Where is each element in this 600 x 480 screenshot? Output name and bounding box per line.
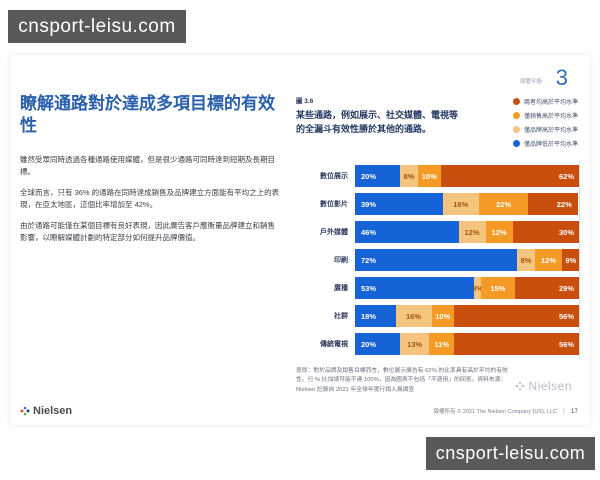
legend-item: 僅銷售高於平均水準 — [512, 111, 578, 120]
watermark-text: cnsport-leisu.com — [435, 443, 586, 463]
bar-segment: 62% — [440, 165, 580, 187]
bar-segment: 20% — [355, 333, 400, 355]
bar-segment: 72% — [355, 249, 517, 271]
bar-segment: 16% — [395, 305, 432, 327]
body-paragraph-2: 全球而言，只有 36% 的通路在同時達成銷售及品牌建立方面能有平均之上的表現，在… — [20, 187, 280, 209]
chapter-number: 3 — [555, 65, 568, 90]
category-label: 印刷 — [334, 257, 348, 264]
bar-segment: 16% — [442, 193, 479, 215]
page-number: 17 — [570, 407, 578, 415]
stacked-bar: 72% 8% 12% 9% — [355, 249, 580, 271]
category-label: 數位影片 — [320, 201, 348, 208]
stacked-bar: 53% 3% 15% 29% — [355, 277, 580, 299]
stacked-bar: 46% 12% 12% 30% — [355, 221, 580, 243]
stacked-bar-chart: 數位展示 20% 8% 10% 62% 數位影片 39% 16% 22% 22% 戶外媒體 46% 12… — [296, 161, 580, 361]
bar-segment: 10% — [418, 165, 441, 187]
bar-segment: 15% — [481, 277, 515, 299]
legend-color-dot-icon — [512, 112, 520, 119]
legend-item: 僅品牌低於平均水準 — [512, 139, 578, 148]
page-footer: 版權所有 © 2021 The Nielsen Company (US), LL… — [433, 407, 578, 416]
legend-label: 兩者均高於平均水準 — [523, 100, 578, 106]
left-column: 瞭解通路對於達成多項目標的有效性 雖然受眾同時透過各種通路使用媒體，但是很少通路… — [20, 93, 282, 253]
bar-segment: 22% — [528, 193, 578, 215]
chart-row: 數位影片 39% 16% 22% 22% — [296, 193, 580, 215]
chart-row: 社群 18% 16% 10% 56% — [296, 305, 580, 327]
bar-segment: 18% — [355, 305, 396, 327]
category-label: 廣播 — [334, 285, 348, 292]
bar-segment: 20% — [355, 165, 400, 187]
legend-item: 兩者均高於平均水準 — [512, 97, 578, 106]
bar-segment: 9% — [562, 249, 580, 271]
stacked-bar: 39% 16% 22% 22% — [355, 193, 580, 215]
stacked-bar: 20% 8% 10% 62% — [355, 165, 580, 187]
legend-color-dot-icon — [512, 98, 520, 105]
stacked-bar: 18% 16% 10% 56% — [355, 305, 580, 327]
footer-separator: | — [562, 407, 565, 415]
figure-3-6: 圖 3.6 某些通路，例如展示、社交媒體、電視等的全漏斗有效性勝於其他的通路。 … — [296, 95, 580, 393]
chart-brand-text: Nielsen — [528, 379, 572, 393]
nielsen-logo-text: Nielsen — [33, 405, 73, 417]
category-label: 社群 — [334, 313, 348, 320]
bar-segment: 12% — [458, 221, 486, 243]
chart-row: 傳統電視 20% 13% 11% 56% — [296, 333, 580, 355]
watermark-bottom-right: cnsport-leisu.com — [426, 437, 595, 470]
report-page: 媒體平衡 3 瞭解通路對於達成多項目標的有效性 雖然受眾同時透過各種通路使用媒體… — [10, 55, 590, 425]
legend-color-dot-icon — [512, 140, 520, 147]
bar-segment: 12% — [535, 249, 562, 271]
chart-row: 印刷 72% 8% 12% 9% — [296, 249, 580, 271]
legend-color-dot-icon — [512, 126, 520, 133]
chart-row: 廣播 53% 3% 15% 29% — [296, 277, 580, 299]
page-title: 瞭解通路對於達成多項目標的有效性 — [20, 94, 275, 136]
chart-legend: 兩者均高於平均水準 僅銷售高於平均水準 僅品牌高於平均水準 僅品牌低於平均水準 — [512, 97, 578, 148]
chart-row: 戶外媒體 46% 12% 12% 30% — [296, 221, 580, 243]
watermark-text: cnsport-leisu.com — [18, 15, 176, 37]
bar-segment: 22% — [478, 193, 529, 215]
category-label: 傳統電視 — [320, 341, 348, 348]
legend-label: 僅品牌高於平均水準 — [523, 128, 578, 134]
bar-segment: 53% — [355, 277, 475, 299]
chart-row: 數位展示 20% 8% 10% 62% — [296, 165, 580, 187]
nielsen-logo: Nielsen — [20, 405, 72, 417]
bar-segment: 8% — [400, 165, 418, 187]
bar-segment: 8% — [517, 249, 535, 271]
figure-label: 圖 3.6 — [296, 98, 314, 105]
bar-segment: 10% — [431, 305, 454, 327]
bar-segment: 12% — [485, 221, 513, 243]
stacked-bar: 20% 13% 11% 56% — [355, 333, 580, 355]
nielsen-spark-icon — [20, 406, 30, 416]
body-paragraph-1: 雖然受眾同時透過各種通路使用媒體，但是很少通路可同時達到短期及長期目標。 — [20, 154, 275, 176]
legend-label: 僅銷售高於平均水準 — [523, 114, 578, 120]
gridline-100pct — [579, 161, 580, 359]
chart-brand-watermark: Nielsen — [515, 379, 572, 393]
category-label: 數位展示 — [320, 173, 348, 180]
bar-segment: 56% — [454, 333, 580, 355]
bar-segment: 30% — [512, 221, 580, 243]
bar-segment: 39% — [355, 193, 443, 215]
bar-segment: 3% — [472, 277, 483, 299]
bar-segment: 29% — [514, 277, 580, 299]
legend-item: 僅品牌高於平均水準 — [512, 125, 578, 134]
nielsen-spark-icon — [516, 381, 525, 391]
chart-rows: 數位展示 20% 8% 10% 62% 數位影片 39% 16% 22% 22% 戶外媒體 46% 12… — [296, 165, 580, 355]
section-label: 媒體平衡 — [519, 79, 542, 85]
bar-segment: 13% — [400, 333, 430, 355]
bar-segment: 56% — [454, 305, 580, 327]
watermark-top-left: cnsport-leisu.com — [8, 10, 186, 43]
bar-segment: 11% — [429, 333, 454, 355]
legend-label: 僅品牌低於平均水準 — [523, 142, 578, 148]
figure-title: 某些通路，例如展示、社交媒體、電視等的全漏斗有效性勝於其他的通路。 — [296, 110, 459, 134]
copyright-text: 版權所有 © 2021 The Nielsen Company (US), LL… — [433, 409, 557, 415]
category-label: 戶外媒體 — [320, 229, 348, 236]
figure-footnote: 意即：對於品牌及銷售目標而言，數位展示廣告有 62% 的比率具有高於平均的有效性… — [296, 368, 508, 393]
body-paragraph-3: 由於通路可能僅在某個目標有良好表現，因此廣告客戶應衡量品牌建立和銷售影響，以瞭解… — [20, 220, 275, 242]
bar-segment: 46% — [355, 221, 459, 243]
